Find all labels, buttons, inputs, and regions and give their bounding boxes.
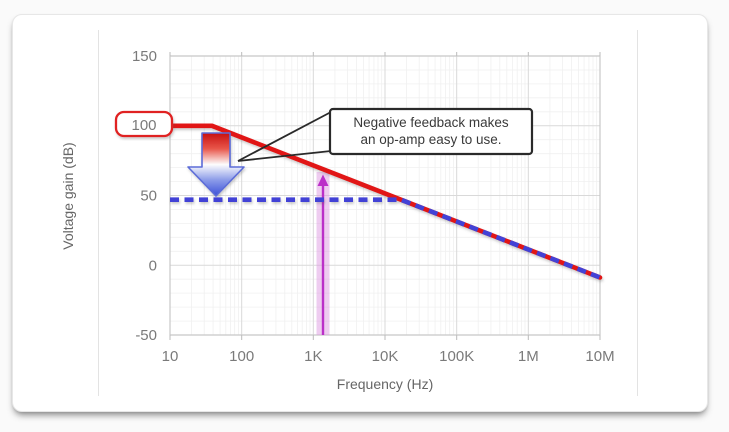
x-tick-label-10: 10 [162, 348, 179, 365]
y-axis-title: Voltage gain (dB) [60, 142, 76, 249]
callout: Negative feedback makes an op-amp easy t… [237, 107, 534, 162]
callout-text-line-1: Negative feedback makes [353, 115, 509, 130]
gain-100-badge [114, 110, 174, 138]
closed-loop-gain-line [170, 197, 601, 280]
x-tick-label-100: 100 [229, 348, 254, 365]
chart-panel-left-edge [98, 30, 99, 396]
x-tick-label-100k: 100K [439, 348, 474, 365]
x-tick-label-1m: 1M [518, 348, 539, 365]
y-tick-label-150: 150 [132, 48, 157, 65]
x-axis-title: Frequency (Hz) [337, 376, 433, 392]
y-tick-label-0: 0 [149, 257, 157, 274]
chart-panel-right-edge [637, 30, 638, 396]
axis-tick-marks [169, 52, 601, 340]
callout-box [328, 107, 534, 156]
y-tick-label-50: 50 [140, 188, 157, 205]
gain-drop-arrow-icon [187, 132, 245, 197]
y-tick-label-neg50: -50 [135, 327, 157, 344]
y-tick-label-100: 100 [131, 117, 156, 134]
signal-arrow-head [317, 174, 329, 186]
callout-tail-upper [237, 111, 332, 162]
callout-tail-lower [237, 150, 332, 162]
x-tick-label-10m: 10M [585, 348, 614, 365]
chart-card [12, 14, 708, 412]
x-tick-label-10k: 10K [372, 348, 399, 365]
signal-frequency-marker [316, 172, 330, 335]
x-tick-label-1k: 1K [304, 348, 322, 365]
callout-text-line-2: an op-amp easy to use. [360, 132, 501, 147]
